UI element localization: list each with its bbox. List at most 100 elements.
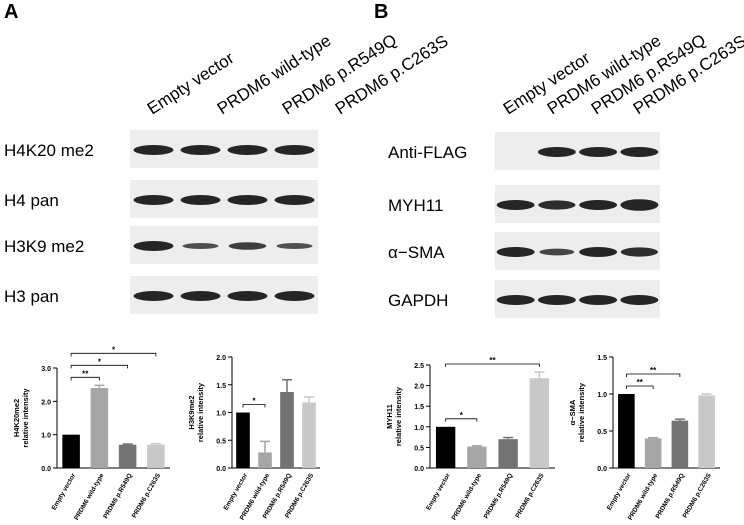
blot-band [496,200,535,210]
bar [147,444,165,468]
blot-band [274,291,315,301]
bar [302,402,316,468]
y-tick-label: 1.0 [597,392,607,399]
bar [62,434,80,468]
row-label: GAPDH [388,291,448,310]
error-bar [674,418,685,421]
x-tick-label: Empty vector [425,472,452,512]
bar [435,426,456,468]
error-bar [503,436,514,440]
blot-band [228,242,267,250]
blot-band [227,145,268,155]
y-axis-label: relative intensity [577,382,586,442]
significance-label: * [460,411,464,420]
significance-label: ** [82,369,89,378]
significance-bracket [242,404,266,408]
bar [644,438,662,468]
error-bar [150,442,161,445]
error-bar [648,436,659,439]
blot-band [620,147,659,157]
x-tick-label: Empty vector [606,472,633,512]
blot-band [620,247,658,257]
y-tick-label: 1.5 [216,383,226,390]
significance-bracket [70,364,129,369]
y-axis-label: α−SMA [568,399,577,425]
x-tick-label: PRDM6 p.C263S [514,472,545,520]
y-tick-label: 1.0 [216,411,226,418]
y-tick-label: 0.0 [41,466,51,473]
bar [698,395,715,468]
blot-band [133,241,174,251]
y-axis-label: MYH11 [385,404,394,429]
significance-bracket [445,363,540,368]
blot-band [496,247,535,257]
row-label: α−SMA [388,243,445,262]
blot-band [579,247,618,257]
bar [280,391,294,468]
y-axis-label: relative intensity [196,382,205,442]
blot-band [180,291,221,301]
x-tick-label: PRDM6 p.R549Q [483,472,515,520]
error-bar [471,445,482,447]
blot-band [579,200,618,210]
x-tick-label: Empty vector [51,472,78,512]
y-tick-label: 2.5 [414,363,424,370]
blot-band [133,291,174,301]
bar [671,420,689,468]
y-tick-label: 2.0 [41,399,51,406]
significance-label: * [252,397,256,406]
significance-label: ** [650,366,657,375]
bar [529,378,550,468]
x-tick-label: PRDM6 p.C263S [682,472,713,520]
error-bar [260,440,270,453]
bar [118,444,137,468]
y-tick-label: 0.0 [414,466,424,473]
blot-band [579,147,618,157]
blot-band [227,195,268,205]
row-label: H4 pan [4,191,59,210]
significance-bracket [445,418,478,422]
blot-band [538,200,576,210]
y-tick-label: 0.5 [414,445,424,452]
y-tick-label: 1.0 [414,425,424,432]
error-bar [534,371,545,379]
blot-band [496,295,535,305]
y-axis-label: relative intensity [394,386,403,446]
error-bar [304,396,314,403]
blot-band [537,147,576,157]
row-label: Anti-FLAG [388,143,467,162]
row-label: H4K20 me2 [4,141,94,160]
y-axis-label: H3K9me2 [187,395,196,429]
x-tick-label: PRDM6 p.C263S [131,472,162,520]
y-tick-label: 3.0 [41,366,51,373]
blot-band [537,295,576,305]
error-bar [282,379,292,392]
x-tick-label: PRDM6 p.R549Q [102,472,134,520]
x-tick-label: PRDM6 wild-type [451,472,484,521]
blot-band [180,195,221,205]
y-tick-label: 1.0 [41,433,51,440]
y-axis-label: relative intensity [21,388,30,448]
bar [467,446,487,468]
blot-band [133,145,174,155]
bar [258,452,272,468]
blot-band [227,291,268,301]
y-tick-label: 1.5 [414,404,424,411]
row-label: H3K9 me2 [4,237,84,256]
significance-bracket [625,373,681,377]
significance-label: ** [637,378,644,387]
significance-label: * [112,345,116,354]
significance-bracket [625,385,654,389]
bar [618,394,635,468]
y-axis-label: H4K20me2 [12,399,21,437]
bar [498,439,518,468]
error-bar [94,384,105,388]
y-tick-label: 2.0 [414,384,424,391]
blot-band [180,145,221,155]
blot-band [274,195,315,205]
blot-band [276,243,313,249]
significance-bracket [70,352,157,357]
blot-band [133,195,174,205]
